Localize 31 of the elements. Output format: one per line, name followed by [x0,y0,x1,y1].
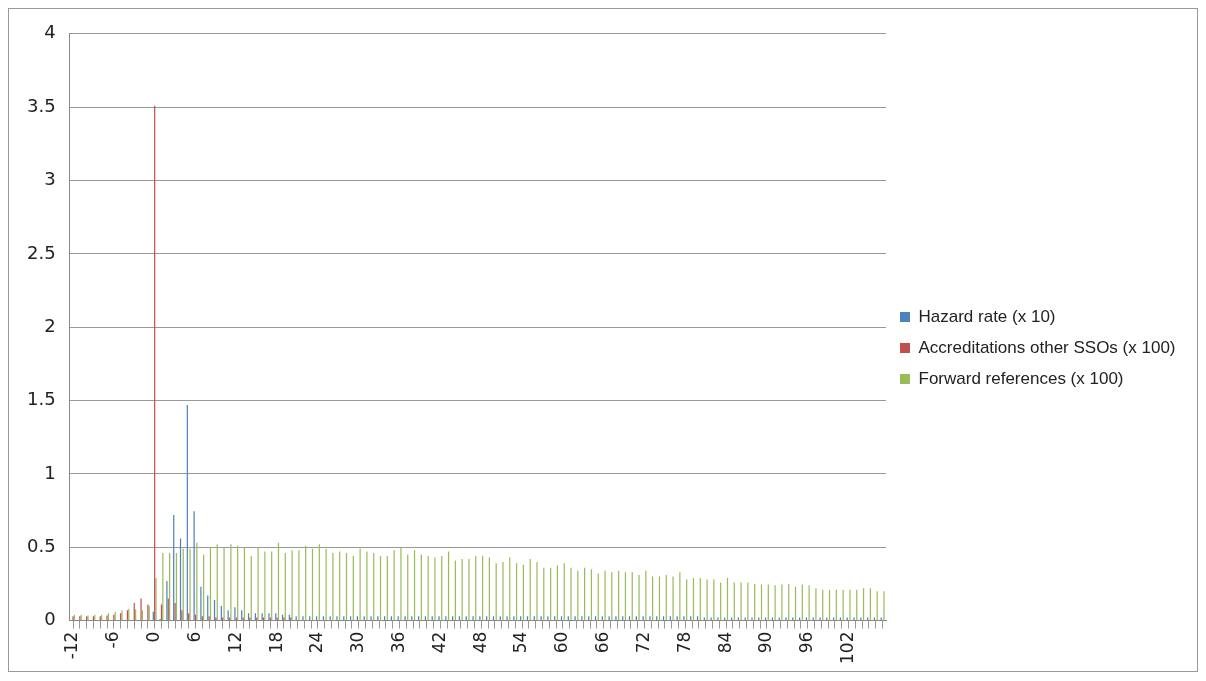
y-tick-label: 3.5 [26,94,56,116]
x-tick-label: 60 [551,631,572,654]
y-tick-label: 4 [44,21,56,43]
x-tick-label: 90 [755,631,776,654]
y-tick-label: 1.5 [26,388,56,410]
y-tick-label: 2.5 [26,241,56,263]
x-tick-label: 102 [837,631,857,665]
y-tick-label: 3 [44,168,56,190]
x-tick-label: 12 [224,631,245,654]
x-tick-label: 36 [388,631,408,654]
x-tick-label: 72 [632,631,653,654]
x-tick-label: 24 [306,631,327,654]
x-tick-label: 78 [673,631,694,654]
x-tick-label: 96 [796,631,817,654]
x-tick-label: 0 [143,631,164,643]
x-tick-label: 30 [347,631,368,654]
x-tick-label: 84 [714,631,735,654]
legend-label: Forward references (x 100) [918,368,1124,388]
legend-label: Accreditations other SSOs (x 100) [918,337,1176,357]
x-tick-label: -6 [102,631,123,649]
x-tick-label: 66 [592,631,613,654]
legend-label: Hazard rate (x 10) [918,306,1056,326]
y-tick-label: 1 [44,461,56,483]
x-tick-label: -12 [61,631,82,660]
y-tick-label: 0.5 [26,534,56,556]
x-tick-label: 18 [265,631,286,654]
y-tick-label: 2 [44,314,56,336]
x-tick-label: 54 [510,631,531,654]
x-tick-label: 6 [183,631,204,643]
x-tick-label: 42 [428,631,449,654]
x-tick-label: 48 [469,631,490,654]
